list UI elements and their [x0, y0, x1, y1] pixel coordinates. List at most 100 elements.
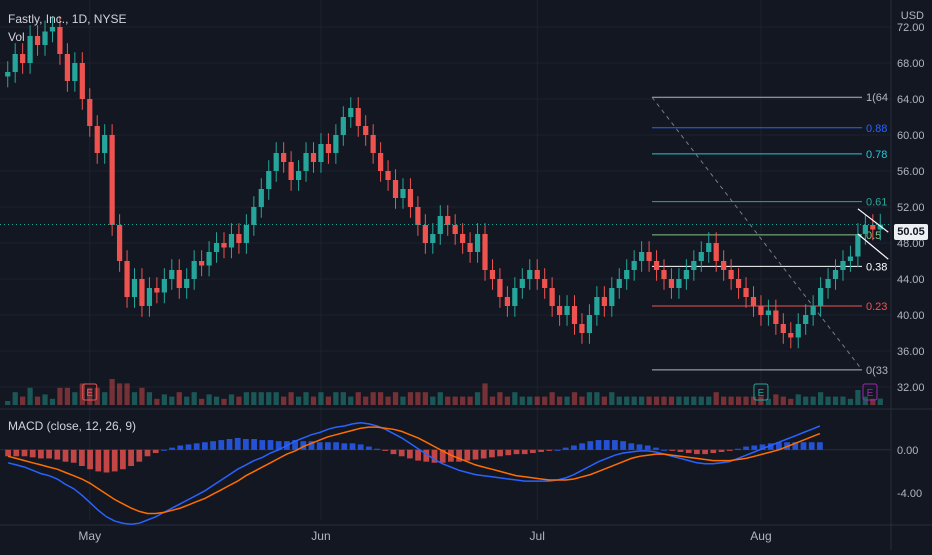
macd-histogram-bar: [677, 449, 684, 452]
macd-histogram-bar: [562, 447, 569, 450]
candle-body: [765, 310, 772, 315]
volume-bar: [378, 392, 384, 405]
volume-bar: [415, 392, 421, 405]
volume-bar: [847, 398, 854, 405]
candle-body: [333, 135, 339, 153]
volume-bar: [445, 396, 451, 405]
y-tick-label: 40.00: [897, 310, 925, 322]
macd-histogram-bar: [38, 449, 44, 459]
fib-level-label: 0.5: [866, 230, 881, 242]
macd-histogram-bar: [29, 449, 36, 458]
macd-histogram-bar: [415, 449, 421, 461]
volume-bar: [116, 383, 123, 405]
volume-bar: [57, 387, 63, 405]
volume-bar: [758, 396, 764, 405]
flag-upper-line: [857, 208, 889, 233]
volume-bar: [385, 396, 391, 405]
candle-body: [318, 144, 324, 162]
macd-histogram-bar: [390, 449, 397, 455]
macd-histogram-bar: [554, 449, 561, 451]
volume-bar: [64, 387, 70, 405]
volume-bar: [266, 392, 272, 405]
volume-bar: [176, 392, 182, 405]
volume-bar: [303, 392, 309, 405]
macd-histogram-bar: [530, 449, 536, 454]
candle-body: [728, 270, 734, 279]
x-tick-label: Aug: [750, 529, 771, 543]
candle-body: [310, 153, 317, 162]
volume-bar: [601, 396, 607, 405]
macd-histogram-bar: [685, 449, 692, 454]
candle-body: [213, 243, 220, 252]
macd-y-tick-label: 0.00: [897, 445, 918, 457]
macd-histogram-bar: [316, 442, 323, 450]
y-tick-label: 48.00: [897, 238, 925, 250]
macd-histogram-bar: [349, 443, 356, 450]
y-tick-label: 56.00: [897, 166, 925, 178]
candle-body: [706, 243, 712, 252]
fib-level-label: 0.88: [866, 123, 887, 135]
macd-histogram-bar: [439, 449, 446, 463]
candle-body: [20, 54, 26, 63]
volume-bar: [109, 379, 115, 405]
volume-bar: [877, 398, 883, 405]
volume-bar: [325, 396, 332, 405]
volume-bar: [795, 394, 801, 405]
volume-bar: [571, 392, 578, 405]
volume-bar: [735, 396, 742, 405]
volume-bar: [549, 392, 555, 405]
volume-bar: [661, 396, 667, 405]
candle-body: [422, 225, 428, 243]
macd-histogram-bar: [308, 441, 315, 450]
macd-histogram-bar: [218, 440, 225, 450]
candle-body: [489, 270, 496, 279]
macd-histogram-bar: [210, 441, 216, 450]
candle-body: [743, 288, 749, 297]
macd-histogram-bar: [743, 446, 749, 450]
macd-histogram-bar: [636, 444, 643, 450]
candle-body: [176, 270, 182, 288]
macd-histogram-bar: [431, 449, 438, 463]
macd-histogram-bar: [152, 449, 159, 454]
y-tick-label: 64.00: [897, 94, 925, 106]
volume-bar: [333, 392, 339, 405]
candle-body: [109, 135, 115, 225]
candle-body: [385, 171, 391, 180]
candle-body: [124, 261, 130, 297]
candle-body: [184, 279, 190, 288]
volume-bar: [542, 396, 548, 405]
volume-bar: [609, 392, 615, 405]
candle-body: [430, 234, 436, 243]
candle-body: [169, 270, 175, 279]
candle-body: [691, 261, 697, 270]
candle-body: [258, 189, 264, 207]
macd-histogram-bar: [792, 442, 799, 450]
macd-histogram-bar: [423, 449, 430, 462]
volume-bar: [825, 396, 831, 405]
volume-bar: [750, 396, 757, 405]
candle-body: [497, 279, 503, 297]
volume-bar: [646, 396, 652, 405]
candle-body: [72, 63, 78, 81]
macd-histogram-bar: [472, 449, 479, 460]
volume-bar: [855, 390, 861, 405]
candle-body: [251, 207, 257, 225]
volume-bar: [765, 398, 772, 405]
macd-line: [7, 422, 821, 526]
volume-bar: [139, 387, 145, 405]
volume-bar: [49, 398, 56, 405]
volume-bar: [72, 392, 78, 405]
volume-bar: [639, 396, 645, 405]
candle-body: [400, 189, 406, 198]
volume-bar: [206, 394, 212, 405]
volume-bar: [497, 392, 503, 405]
candle-body: [87, 99, 93, 126]
volume-bar: [870, 398, 876, 405]
volume-bar: [124, 383, 130, 405]
candle-body: [243, 225, 249, 243]
currency-label: USD: [900, 10, 924, 22]
volume-bar: [818, 392, 824, 405]
candle-body: [340, 117, 346, 135]
